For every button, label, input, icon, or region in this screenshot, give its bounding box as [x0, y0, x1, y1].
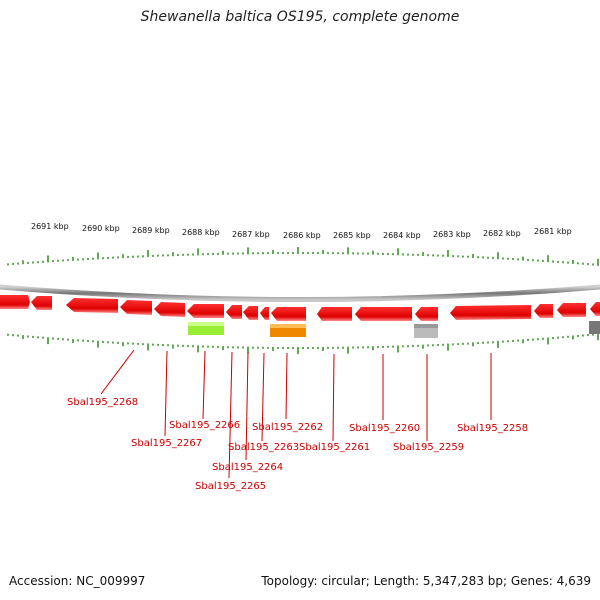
gene-arrow[interactable] — [355, 307, 412, 321]
gene-arrow[interactable] — [271, 307, 306, 321]
kbp-label: 2685 kbp — [333, 231, 371, 240]
feature-block[interactable] — [589, 321, 600, 334]
gene-label-sbal195-2259[interactable]: Sbal195_2259 — [393, 442, 464, 453]
gene-arrow[interactable] — [415, 307, 438, 321]
kbp-label: 2683 kbp — [433, 230, 471, 239]
gene-label-sbal195-2261[interactable]: Sbal195_2261 — [299, 442, 370, 453]
bottom-scale-ticks — [7, 333, 599, 354]
feature-block — [414, 324, 438, 328]
kbp-label: 2686 kbp — [283, 231, 321, 240]
gene-arrow[interactable] — [31, 296, 52, 310]
kbp-label: 2688 kbp — [182, 228, 220, 237]
kbp-label: 2690 kbp — [82, 224, 120, 233]
top-scale-ticks — [7, 247, 599, 266]
map-title: Shewanella baltica OS195, complete genom… — [140, 9, 460, 25]
gene-label-sbal195-2265[interactable]: Sbal195_2265 — [195, 481, 266, 492]
gene-arrow[interactable] — [557, 303, 586, 317]
kbp-label: 2684 kbp — [383, 231, 421, 240]
gene-arrow[interactable] — [120, 300, 152, 315]
gene-arrow[interactable] — [187, 304, 224, 318]
gene-arrow[interactable] — [590, 302, 600, 316]
gene-arrow[interactable] — [226, 305, 242, 319]
gene-label-sbal195-2260[interactable]: Sbal195_2260 — [349, 423, 420, 434]
gene-arrow[interactable] — [317, 307, 352, 321]
gene-label-sbal195-2263[interactable]: Sbal195_2263 — [228, 442, 299, 453]
gene-arrow[interactable] — [450, 305, 531, 320]
gene-arrow[interactable] — [154, 302, 185, 317]
accession-text: Accession: NC_009997 — [9, 574, 146, 588]
gene-label-sbal195-2266[interactable]: Sbal195_2266 — [169, 420, 240, 431]
gene-arrow[interactable] — [534, 304, 553, 318]
kbp-label: 2687 kbp — [232, 230, 270, 239]
kbp-label: 2691 kbp — [31, 222, 69, 231]
misc-features — [188, 321, 600, 338]
label-leader-lines — [100, 349, 492, 479]
gene-arrow[interactable] — [243, 306, 258, 320]
gene-label-sbal195-2268[interactable]: Sbal195_2268 — [67, 397, 138, 408]
gene-arrow[interactable] — [260, 307, 269, 320]
gene-labels: Sbal195_2268 Sbal195_2267 Sbal195_2266 S… — [67, 397, 528, 492]
feature-block — [188, 322, 224, 326]
kbp-label: 2681 kbp — [534, 227, 572, 236]
genome-summary-text: Topology: circular; Length: 5,347,283 bp… — [261, 574, 591, 588]
gene-label-sbal195-2262[interactable]: Sbal195_2262 — [252, 422, 323, 433]
feature-block — [270, 324, 306, 328]
gene-arrow[interactable] — [0, 295, 30, 309]
genome-backbone — [0, 284, 600, 302]
kbp-label: 2689 kbp — [132, 226, 170, 235]
gene-arrow[interactable] — [66, 298, 118, 313]
gene-label-sbal195-2258[interactable]: Sbal195_2258 — [457, 423, 528, 434]
gene-label-sbal195-2264[interactable]: Sbal195_2264 — [212, 462, 283, 473]
gene-label-sbal195-2267[interactable]: Sbal195_2267 — [131, 438, 202, 449]
gene-arrows — [0, 295, 600, 321]
kbp-label: 2682 kbp — [483, 229, 521, 238]
kbp-labels: 2691 kbp 2690 kbp 2689 kbp 2688 kbp 2687… — [31, 222, 572, 240]
